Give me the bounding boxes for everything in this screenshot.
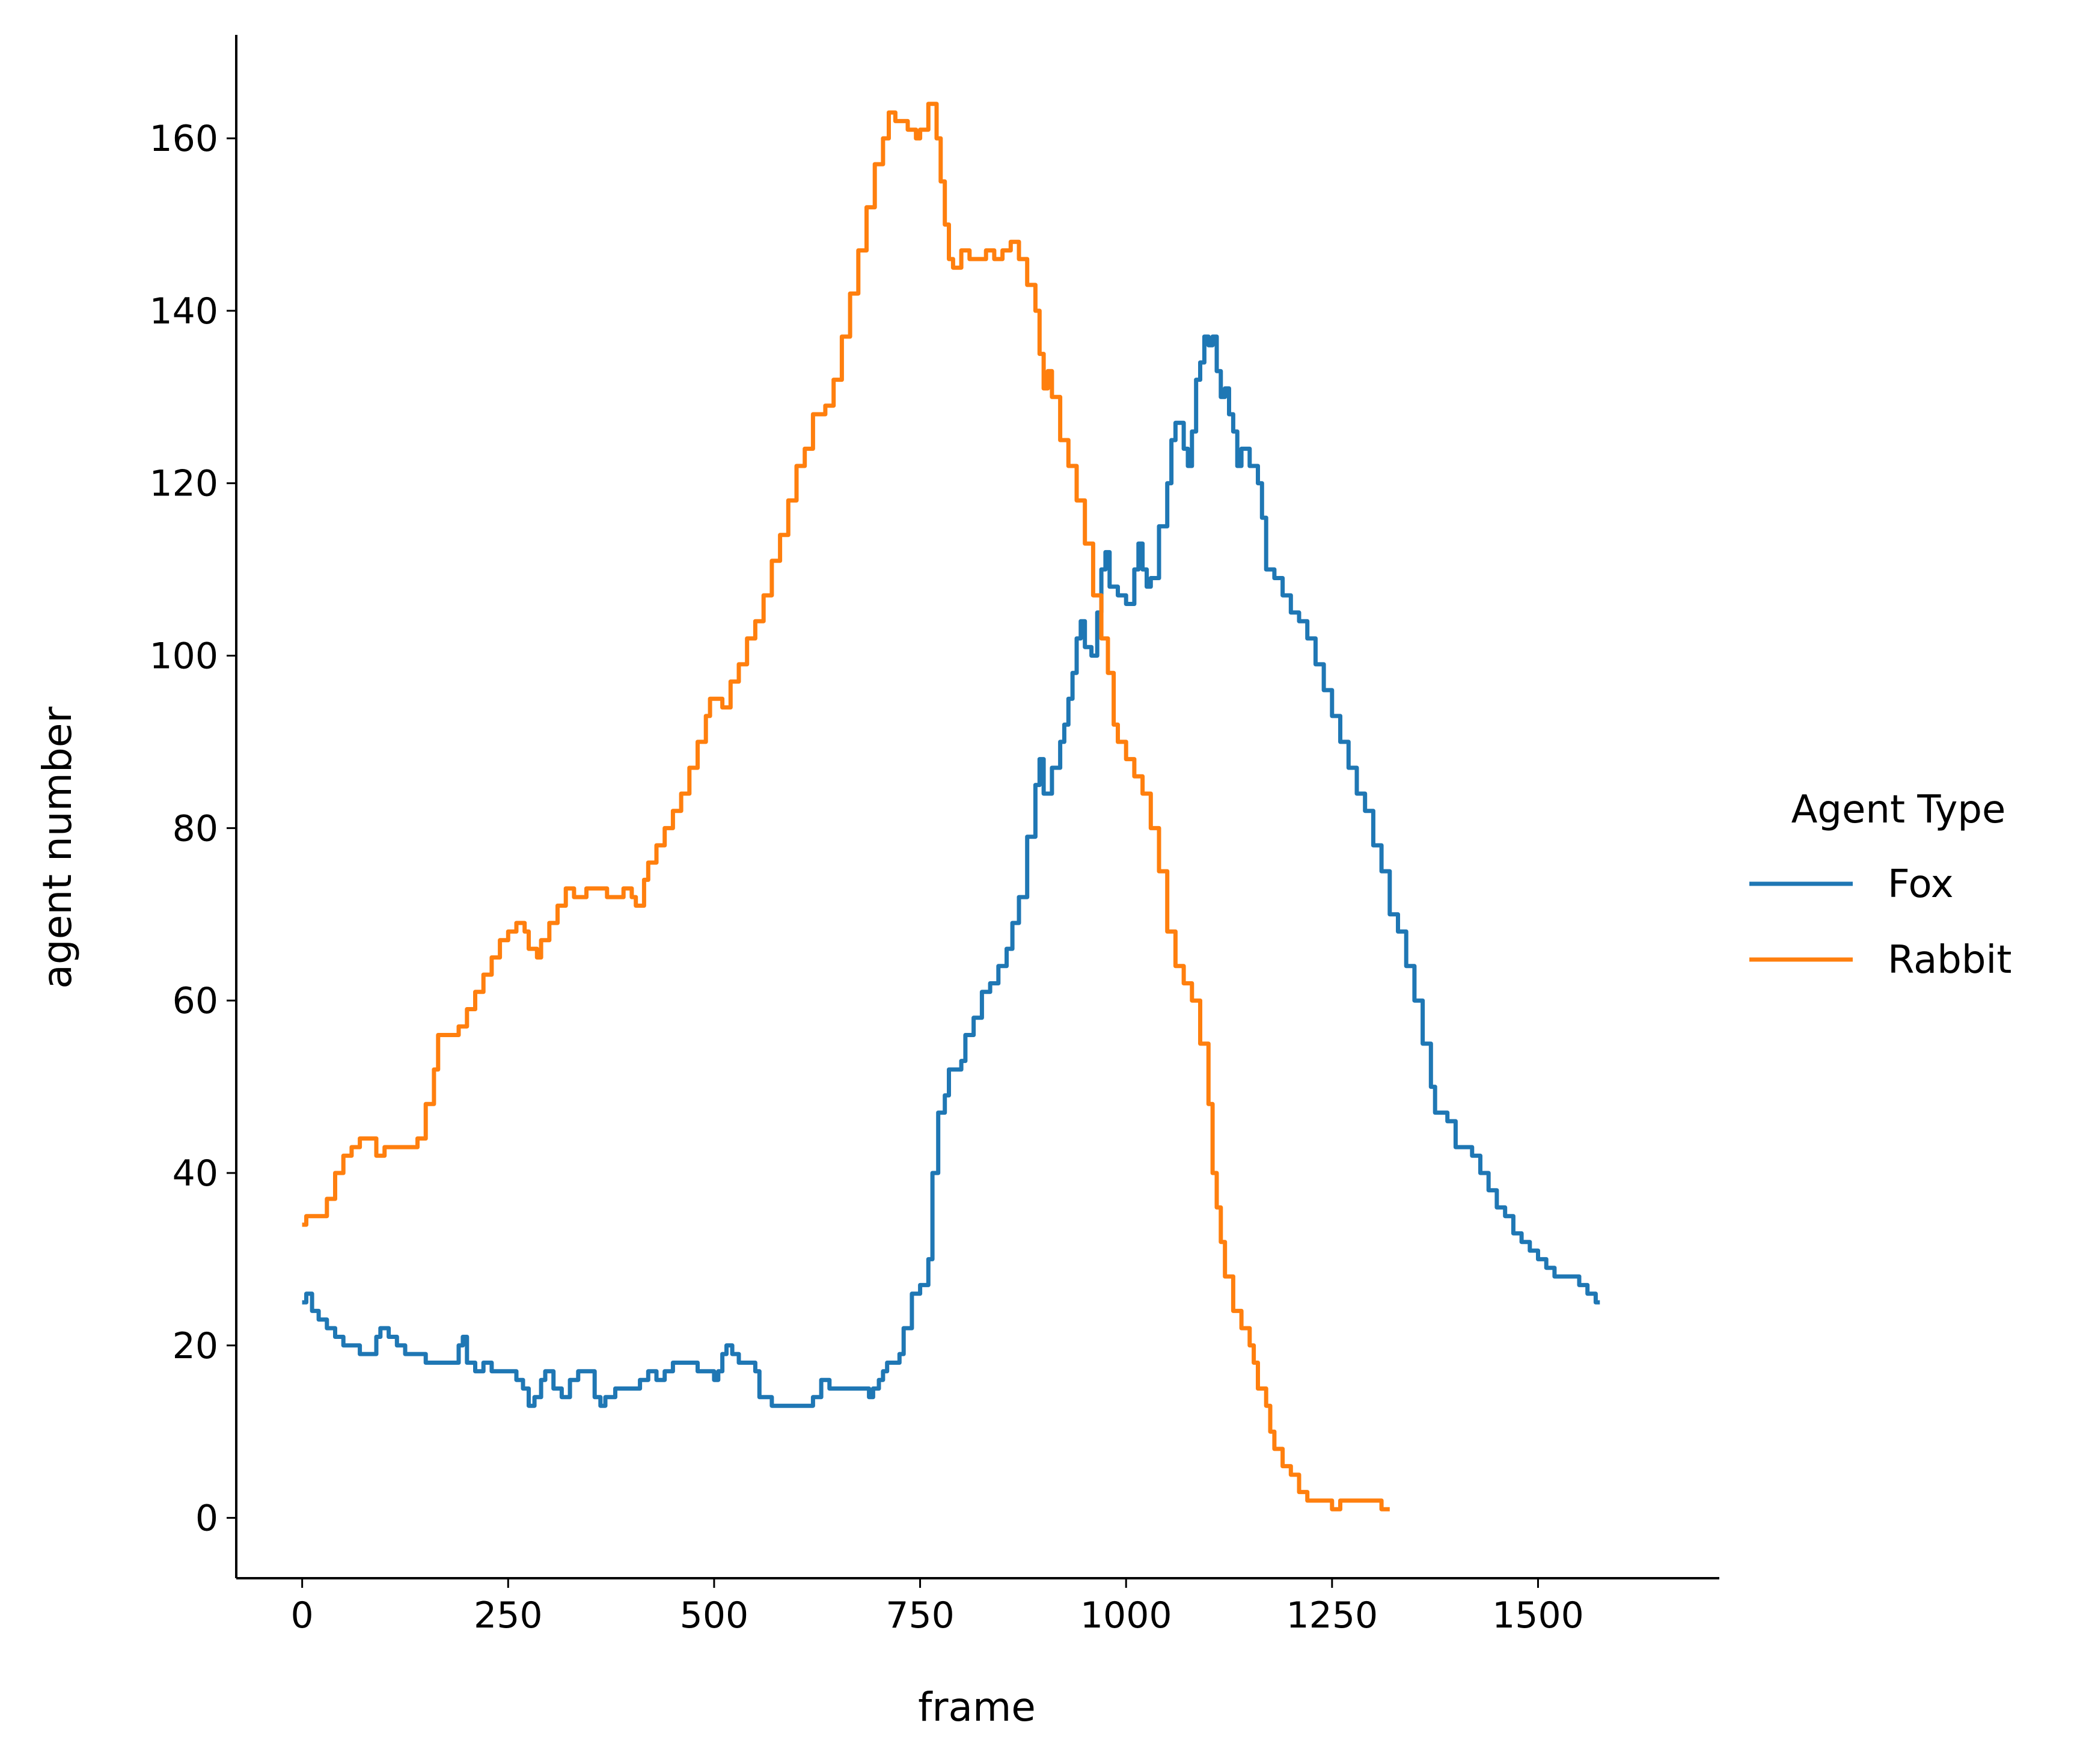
legend: Agent Type Fox Rabbit xyxy=(1749,788,2011,982)
y-tick-label: 120 xyxy=(149,463,218,505)
series-line-rabbit xyxy=(302,102,1390,1511)
y-axis-label: agent number xyxy=(34,706,81,989)
x-axis-label: frame xyxy=(918,1684,1036,1730)
y-tick-label: 20 xyxy=(173,1325,218,1367)
y-tick-label: 160 xyxy=(149,118,218,160)
legend-label-rabbit: Rabbit xyxy=(1888,938,2011,982)
legend-title: Agent Type xyxy=(1791,788,2006,832)
legend-entries: Fox Rabbit xyxy=(1749,862,2011,982)
y-tick-label: 0 xyxy=(195,1498,218,1540)
y-tick-label: 140 xyxy=(149,290,218,332)
x-tick-label: 750 xyxy=(885,1594,955,1637)
x-tick-label: 1500 xyxy=(1492,1594,1584,1637)
series-layer xyxy=(302,102,1600,1511)
y-tick-label: 60 xyxy=(173,980,218,1022)
series-line-fox xyxy=(302,334,1600,1408)
x-axis-ticks: 0 250 500 750 1000 1250 1500 xyxy=(291,1578,1584,1637)
x-tick-label: 1000 xyxy=(1080,1594,1172,1637)
x-tick-label: 500 xyxy=(680,1594,749,1637)
y-tick-label: 80 xyxy=(173,807,218,850)
legend-label-fox: Fox xyxy=(1888,862,1954,907)
x-tick-label: 250 xyxy=(474,1594,543,1637)
y-tick-label: 100 xyxy=(149,635,218,678)
x-tick-label: 1250 xyxy=(1286,1594,1378,1637)
y-tick-label: 40 xyxy=(173,1153,218,1195)
x-tick-label: 0 xyxy=(291,1594,314,1637)
y-axis-ticks: 0 20 40 60 80 100 120 140 160 xyxy=(149,118,236,1540)
